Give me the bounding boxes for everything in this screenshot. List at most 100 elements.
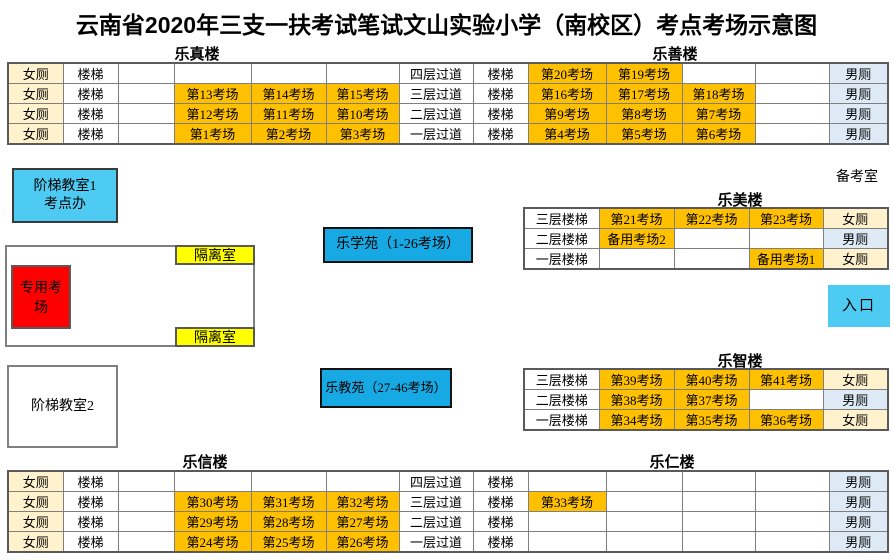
cell-female-toilet: 女厕 — [7, 83, 64, 104]
cell-exam-room: 第41考场 — [748, 368, 824, 390]
cell-empty — [754, 470, 830, 492]
page-title: 云南省2020年三支一扶考试笔试文山实验小学（南校区）考点考场示意图 — [75, 12, 818, 38]
cell-exam-room: 第21考场 — [598, 207, 675, 229]
cell-female-toilet: 女厕 — [822, 207, 889, 229]
bottom-buildings-table: 女厕 楼梯 四层过道 楼梯 男厕 女厕 楼梯 第30考场 第31考场 第32考场 三层过道 楼梯 第33… — [7, 470, 889, 553]
cell-female-toilet: 女厕 — [7, 511, 64, 532]
cell-male-toilet: 男厕 — [828, 491, 889, 512]
cell-female-toilet: 女厕 — [822, 248, 889, 270]
cell-label: 楼梯 — [472, 103, 529, 124]
cell-label: 楼梯 — [62, 103, 119, 124]
cell-exam-room: 第28考场 — [250, 511, 327, 532]
building-label-lerenlou: 乐仁楼 — [649, 454, 695, 471]
lexueyuan-box: 乐学苑（1-26考场） — [323, 227, 473, 263]
isolation-room-bottom: 隔离室 — [175, 327, 255, 347]
cell-exam-room: 第33考场 — [527, 491, 607, 512]
cell-label: 楼梯 — [62, 511, 119, 532]
cell-exam-room: 第17考场 — [605, 83, 683, 104]
cell-exam-room: 备用考场2 — [598, 228, 675, 249]
cell-label: 楼梯 — [472, 511, 529, 532]
cell-male-toilet: 男厕 — [828, 470, 889, 492]
cell-exam-room: 第16考场 — [527, 83, 607, 104]
building-label-lexinlou: 乐信楼 — [182, 454, 228, 471]
cell-empty — [117, 123, 175, 145]
cell-empty — [681, 62, 756, 84]
cell-exam-room: 第40考场 — [673, 368, 750, 390]
cell-female-toilet: 女厕 — [7, 470, 64, 492]
table-row: 女厕 楼梯 第13考场 第14考场 第15考场 三层过道 楼梯 第16考场 第17考场 第18考场… — [7, 83, 889, 104]
cell-label: 楼梯 — [62, 62, 119, 84]
cell-exam-room: 第35考场 — [673, 409, 750, 431]
cell-exam-room: 第6考场 — [681, 123, 756, 145]
cell-label: 一层楼梯 — [523, 409, 600, 431]
special-room-compound: 隔离室 专用考场 隔离室 — [5, 245, 255, 347]
cell-exam-room: 第12考场 — [173, 103, 252, 124]
building-label-lemeilou: 乐美楼 — [717, 192, 763, 209]
cell-female-toilet: 女厕 — [822, 368, 889, 390]
cell-empty — [754, 511, 830, 532]
cell-empty — [748, 228, 824, 249]
cell-exam-room: 第4考场 — [527, 123, 607, 145]
cell-label: 楼梯 — [62, 491, 119, 512]
table-row: 三层楼梯 第39考场 第40考场 第41考场 女厕 — [523, 368, 889, 390]
cell-exam-room: 第1考场 — [173, 123, 252, 145]
cell-exam-room: 第15考场 — [325, 83, 400, 104]
cell-label: 楼梯 — [62, 123, 119, 145]
cell-label: 三层楼梯 — [523, 368, 600, 390]
cell-empty — [117, 491, 175, 512]
lemeilou-table: 三层楼梯 第21考场 第22考场 第23考场 女厕 二层楼梯 备用考场2 男厕 一层楼梯 备用考场… — [523, 207, 889, 270]
table-row: 女厕 楼梯 第30考场 第31考场 第32考场 三层过道 楼梯 第33考场 男厕 — [7, 491, 889, 512]
cell-empty — [117, 531, 175, 553]
cell-empty — [598, 248, 675, 270]
building-label-lezhilou: 乐智楼 — [717, 353, 763, 370]
cell-exam-room: 第37考场 — [673, 389, 750, 410]
lejiaoyuan-box: 乐教苑（27-46考场） — [320, 368, 452, 408]
table-row: 女厕 楼梯 第1考场 第2考场 第3考场 一层过道 楼梯 第4考场 第5考场 第6考场 男厕 — [7, 123, 889, 145]
table-row: 女厕 楼梯 第29考场 第28考场 第27考场 二层过道 楼梯 男厕 — [7, 511, 889, 532]
cell-female-toilet: 女厕 — [7, 531, 64, 553]
entrance-box: 入口 — [828, 285, 890, 327]
cell-male-toilet: 男厕 — [828, 103, 889, 124]
cell-empty — [605, 531, 683, 553]
cell-female-toilet: 女厕 — [7, 62, 64, 84]
stair-classroom-1-label: 阶梯教室1 — [33, 179, 97, 194]
table-row: 二层楼梯 备用考场2 男厕 — [523, 228, 889, 249]
table-row: 三层楼梯 第21考场 第22考场 第23考场 女厕 — [523, 207, 889, 229]
special-exam-room-label: 专用考场 — [20, 281, 62, 316]
exam-office-label: 考点办 — [44, 196, 86, 212]
special-exam-room: 专用考场 — [11, 265, 71, 329]
cell-label: 二层过道 — [398, 511, 474, 532]
building-label-lezhenlou: 乐真楼 — [174, 46, 220, 63]
cell-label: 楼梯 — [472, 491, 529, 512]
cell-label: 二层过道 — [398, 103, 474, 124]
stair-classroom-1-office-box: 阶梯教室1 考点办 — [12, 168, 118, 223]
prep-room-label: 备考室 — [836, 170, 878, 185]
cell-empty — [527, 531, 607, 553]
cell-empty — [117, 470, 175, 492]
cell-exam-room: 第38考场 — [598, 389, 675, 410]
cell-exam-room: 第25考场 — [250, 531, 327, 553]
cell-exam-room: 第26考场 — [325, 531, 400, 553]
cell-exam-room: 第13考场 — [173, 83, 252, 104]
lezhilou-table: 三层楼梯 第39考场 第40考场 第41考场 女厕 二层楼梯 第38考场 第37考场 男厕 一层楼… — [523, 368, 889, 431]
cell-exam-room: 第3考场 — [325, 123, 400, 145]
cell-label: 四层过道 — [398, 62, 474, 84]
cell-exam-room: 第34考场 — [598, 409, 675, 431]
cell-exam-room: 第5考场 — [605, 123, 683, 145]
cell-empty — [754, 531, 830, 553]
cell-empty — [173, 62, 252, 84]
cell-label: 楼梯 — [62, 470, 119, 492]
cell-empty — [527, 511, 607, 532]
cell-empty — [748, 389, 824, 410]
cell-label: 楼梯 — [62, 83, 119, 104]
cell-exam-room: 第2考场 — [250, 123, 327, 145]
cell-empty — [117, 511, 175, 532]
cell-exam-room: 第11考场 — [250, 103, 327, 124]
table-row: 女厕 楼梯 第24考场 第25考场 第26考场 一层过道 楼梯 男厕 — [7, 531, 889, 553]
cell-exam-room: 第18考场 — [681, 83, 756, 104]
cell-exam-room: 第10考场 — [325, 103, 400, 124]
cell-exam-room: 第9考场 — [527, 103, 607, 124]
cell-empty — [117, 103, 175, 124]
cell-exam-room: 第29考场 — [173, 511, 252, 532]
cell-exam-room: 第32考场 — [325, 491, 400, 512]
